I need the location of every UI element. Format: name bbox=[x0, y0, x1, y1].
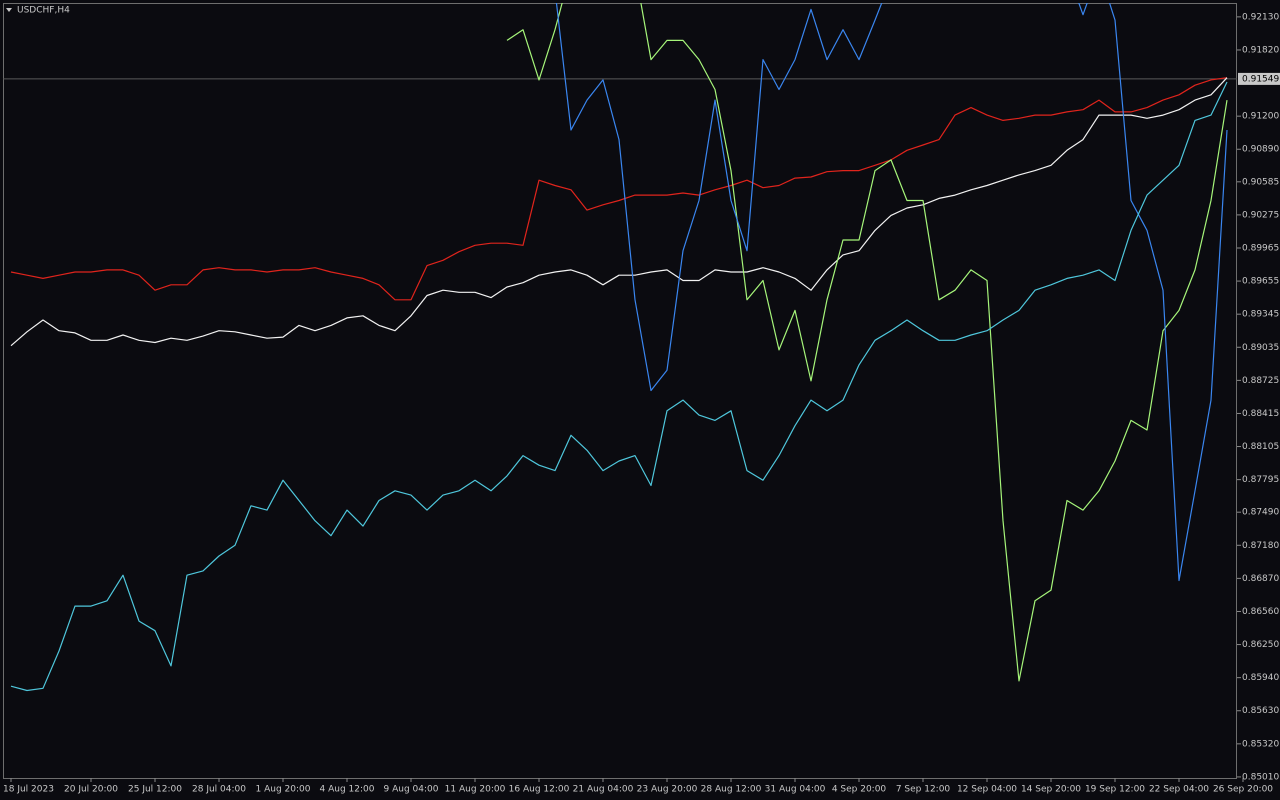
y-tick-label: 0.85320 bbox=[1242, 739, 1279, 749]
y-tick-label: 0.87795 bbox=[1242, 475, 1279, 485]
x-tick-label: 23 Aug 20:00 bbox=[637, 785, 698, 795]
x-tick-label: 12 Sep 04:00 bbox=[957, 785, 1017, 795]
y-tick-label: 0.89655 bbox=[1242, 277, 1279, 287]
x-tick-label: 4 Sep 20:00 bbox=[832, 785, 887, 795]
y-tick-label: 0.91820 bbox=[1242, 45, 1279, 55]
x-tick-label: 28 Aug 12:00 bbox=[701, 785, 762, 795]
series-line bbox=[10, 81, 1228, 692]
plot-frame bbox=[3, 3, 1237, 779]
x-tick-label: 31 Aug 04:00 bbox=[765, 785, 826, 795]
y-tick-label: 0.90585 bbox=[1242, 177, 1279, 187]
x-tick-label: 19 Sep 12:00 bbox=[1085, 785, 1145, 795]
x-tick-label: 16 Aug 12:00 bbox=[509, 785, 570, 795]
y-tick-label: 0.86250 bbox=[1242, 640, 1279, 650]
x-tick-label: 20 Jul 20:00 bbox=[64, 785, 118, 795]
x-tick-label: 22 Sep 04:00 bbox=[1149, 785, 1209, 795]
x-tick-label: 26 Sep 20:00 bbox=[1213, 785, 1273, 795]
y-tick-label: 0.85940 bbox=[1242, 673, 1279, 683]
y-tick-label: 0.90275 bbox=[1242, 210, 1279, 220]
y-tick-label: 0.90890 bbox=[1242, 145, 1279, 155]
x-tick-label: 11 Aug 20:00 bbox=[445, 785, 506, 795]
x-tick-label: 1 Aug 20:00 bbox=[256, 785, 311, 795]
x-tick-label: 21 Aug 04:00 bbox=[573, 785, 634, 795]
plot-area bbox=[3, 3, 1237, 692]
y-tick-label: 0.91200 bbox=[1242, 112, 1279, 122]
x-tick-label: 4 Aug 12:00 bbox=[320, 785, 375, 795]
x-tick-label: 25 Jul 12:00 bbox=[128, 785, 182, 795]
y-tick-label: 0.87180 bbox=[1242, 541, 1279, 551]
series-line bbox=[10, 77, 1228, 347]
y-tick-label: 0.85630 bbox=[1242, 706, 1279, 716]
series-line bbox=[10, 77, 1228, 301]
y-tick-label: 0.87490 bbox=[1242, 508, 1279, 518]
x-tick-label: 9 Aug 04:00 bbox=[384, 785, 439, 795]
x-tick-label: 14 Sep 20:00 bbox=[1021, 785, 1081, 795]
y-tick-label: 0.88105 bbox=[1242, 442, 1279, 452]
y-tick-label: 0.88725 bbox=[1242, 376, 1279, 386]
symbol-menu-arrow[interactable] bbox=[6, 8, 12, 12]
current-price-box bbox=[1238, 72, 1280, 85]
series-line bbox=[555, 3, 1228, 582]
y-tick-label: 0.89965 bbox=[1242, 243, 1279, 253]
y-tick-label: 0.89345 bbox=[1242, 310, 1279, 320]
y-tick-label: 0.86870 bbox=[1242, 574, 1279, 584]
y-tick-label: 0.86560 bbox=[1242, 607, 1279, 617]
x-tick-label: 18 Jul 2023 bbox=[3, 785, 54, 795]
chart-title: USDCHF,H4 bbox=[17, 6, 70, 16]
series-line bbox=[506, 3, 1228, 682]
y-tick-label: 0.89035 bbox=[1242, 343, 1279, 353]
y-tick-label: 0.85010 bbox=[1242, 772, 1279, 782]
current-price-label: 0.91549 bbox=[1242, 74, 1279, 84]
x-tick-label: 28 Jul 04:00 bbox=[192, 785, 246, 795]
y-tick-label: 0.88415 bbox=[1242, 409, 1279, 419]
x-tick-label: 7 Sep 12:00 bbox=[896, 785, 951, 795]
y-tick-label: 0.92130 bbox=[1242, 12, 1279, 22]
